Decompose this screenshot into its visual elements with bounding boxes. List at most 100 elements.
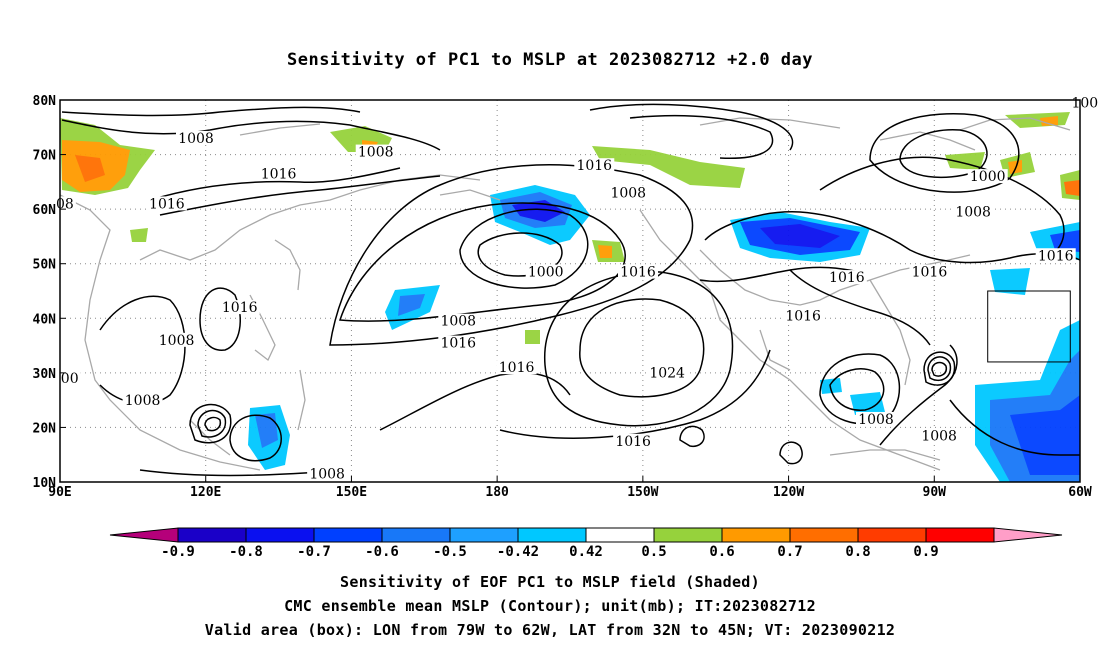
colorbar-segment bbox=[449, 527, 519, 543]
colorbar-low-extend bbox=[109, 527, 179, 543]
lon-label: 180 bbox=[485, 485, 509, 500]
contour-label: 1000 bbox=[528, 265, 564, 281]
contour-label-bg bbox=[953, 204, 994, 219]
contour-label: 08 bbox=[56, 196, 74, 212]
contour-label-bg bbox=[307, 466, 348, 481]
lat-label: 20N bbox=[33, 421, 57, 436]
colorbar-label: -0.8 bbox=[229, 544, 263, 560]
contour-label-bg bbox=[826, 270, 867, 285]
contour-label: 1016 bbox=[615, 434, 651, 450]
colorbar-label: -0.5 bbox=[433, 544, 467, 560]
lat-label: 60N bbox=[33, 203, 57, 218]
colorbar-segment bbox=[789, 527, 859, 543]
contour-label-bg bbox=[574, 158, 615, 173]
map-title: Sensitivity of PC1 to MSLP at 2023082712… bbox=[286, 50, 813, 70]
contour-label-bg bbox=[613, 433, 654, 448]
colorbar-segment bbox=[517, 527, 587, 543]
colorbar-label: -0.9 bbox=[161, 544, 195, 560]
contour-label-bg bbox=[219, 300, 260, 315]
contour-label: 1008 bbox=[921, 428, 957, 444]
colorbar-segment bbox=[925, 527, 995, 543]
colorbar-segment bbox=[177, 527, 247, 543]
contour-label: 1016 bbox=[620, 265, 656, 281]
contour-labels: 1008 1008 1016 1016 1008 1016 1000 1008 1000 1016… bbox=[53, 95, 1100, 483]
colorbar-label: -0.6 bbox=[365, 544, 399, 560]
contour-label-bg bbox=[355, 144, 396, 159]
contour-label: 1000 bbox=[970, 169, 1006, 185]
lon-label: 90W bbox=[923, 485, 947, 500]
contour-label: 1008 bbox=[955, 205, 991, 221]
colorbar-label: 0.42 bbox=[569, 544, 603, 560]
colorbar-segment bbox=[381, 527, 451, 543]
contour-label: 1008 bbox=[610, 186, 646, 202]
colorbar-segment bbox=[721, 527, 791, 543]
colorbar-label: 0.8 bbox=[845, 544, 870, 560]
lon-label: 120W bbox=[773, 485, 804, 500]
contour-label-bg bbox=[919, 428, 960, 443]
contour-label: 1016 bbox=[829, 270, 865, 286]
sensitivity-shading bbox=[60, 112, 1080, 482]
caption-line-2: CMC ensemble mean MSLP (Contour); unit(m… bbox=[284, 597, 816, 615]
contour-label-bg bbox=[525, 264, 566, 279]
colorbar-high-extend bbox=[993, 527, 1063, 543]
colorbar-label: 0.9 bbox=[913, 544, 938, 560]
colorbar-label: 0.5 bbox=[641, 544, 666, 560]
contour-label-bg bbox=[647, 365, 688, 380]
colorbar: -0.9 -0.8 -0.7 -0.6 -0.5 -0.42 0.42 0.5 0.6 0.7 0.… bbox=[109, 527, 1063, 560]
lon-label: 90E bbox=[48, 485, 71, 500]
contour-label-bg bbox=[783, 308, 824, 323]
contour-label-bg bbox=[909, 264, 950, 279]
colorbar-segment bbox=[857, 527, 927, 543]
longitude-labels: 90E 120E 150E 180 150W 120W 90W 60W bbox=[48, 476, 1092, 500]
contour-label: 1024 bbox=[649, 366, 685, 382]
contour-label-bg bbox=[967, 169, 1008, 184]
lon-label: 150W bbox=[627, 485, 658, 500]
colorbar-segment bbox=[313, 527, 383, 543]
caption-line-1: Sensitivity of EOF PC1 to MSLP field (Sh… bbox=[340, 573, 760, 591]
contour-label: 1016 bbox=[499, 360, 535, 376]
lon-label: 150E bbox=[336, 485, 367, 500]
caption-line-3: Valid area (box): LON from 79W to 62W, L… bbox=[204, 621, 896, 639]
contour-label-bg bbox=[856, 411, 896, 426]
map-frame bbox=[59, 99, 1081, 483]
contour-label-bg bbox=[438, 313, 479, 328]
colorbar-label: 0.6 bbox=[709, 544, 734, 560]
contour-label-bg bbox=[618, 264, 658, 279]
lat-label: 80N bbox=[33, 94, 57, 109]
contour-label: 1016 bbox=[912, 265, 948, 281]
contour-label: 1008 bbox=[159, 333, 195, 349]
colorbar-label: -0.42 bbox=[497, 544, 539, 560]
colorbar-segment bbox=[585, 527, 655, 543]
contour-label: 00 bbox=[61, 371, 79, 387]
contour-label-bg bbox=[146, 196, 187, 211]
latitude-labels: 80N 70N 60N 50N 40N 30N 20N 10N bbox=[33, 94, 66, 491]
contour-label-bg bbox=[156, 332, 197, 347]
contour-label: 1008 bbox=[309, 467, 345, 483]
contour-label-bg bbox=[438, 335, 479, 350]
contour-label-bg bbox=[1035, 248, 1076, 263]
lat-label: 10N bbox=[33, 476, 57, 491]
contour-label: 1016 bbox=[440, 336, 476, 352]
contour-label-bg bbox=[496, 360, 537, 375]
lat-label: 50N bbox=[33, 258, 57, 273]
colorbar-segment bbox=[245, 527, 315, 543]
contour-label: 1008 bbox=[358, 145, 394, 161]
colorbar-label: -0.7 bbox=[297, 544, 331, 560]
colorbar-label: 0.7 bbox=[777, 544, 802, 560]
lat-label: 30N bbox=[33, 367, 57, 382]
contour-label-bg bbox=[608, 185, 649, 200]
lon-label: 120E bbox=[190, 485, 221, 500]
contour-label: 1016 bbox=[576, 158, 612, 174]
contour-label: 1016 bbox=[785, 308, 821, 324]
contour-label: 1008 bbox=[178, 131, 214, 147]
contour-label: 1016 bbox=[222, 300, 258, 316]
lat-label: 70N bbox=[33, 149, 57, 164]
contour-label-bg bbox=[58, 371, 81, 386]
contour-label: 1008 bbox=[858, 412, 894, 428]
contour-label: 1016 bbox=[261, 166, 297, 182]
contour-label-bg bbox=[122, 392, 163, 407]
contour-label: 1016 bbox=[149, 196, 185, 212]
lat-label: 40N bbox=[33, 312, 57, 327]
mslp-contours bbox=[61, 103, 1081, 477]
